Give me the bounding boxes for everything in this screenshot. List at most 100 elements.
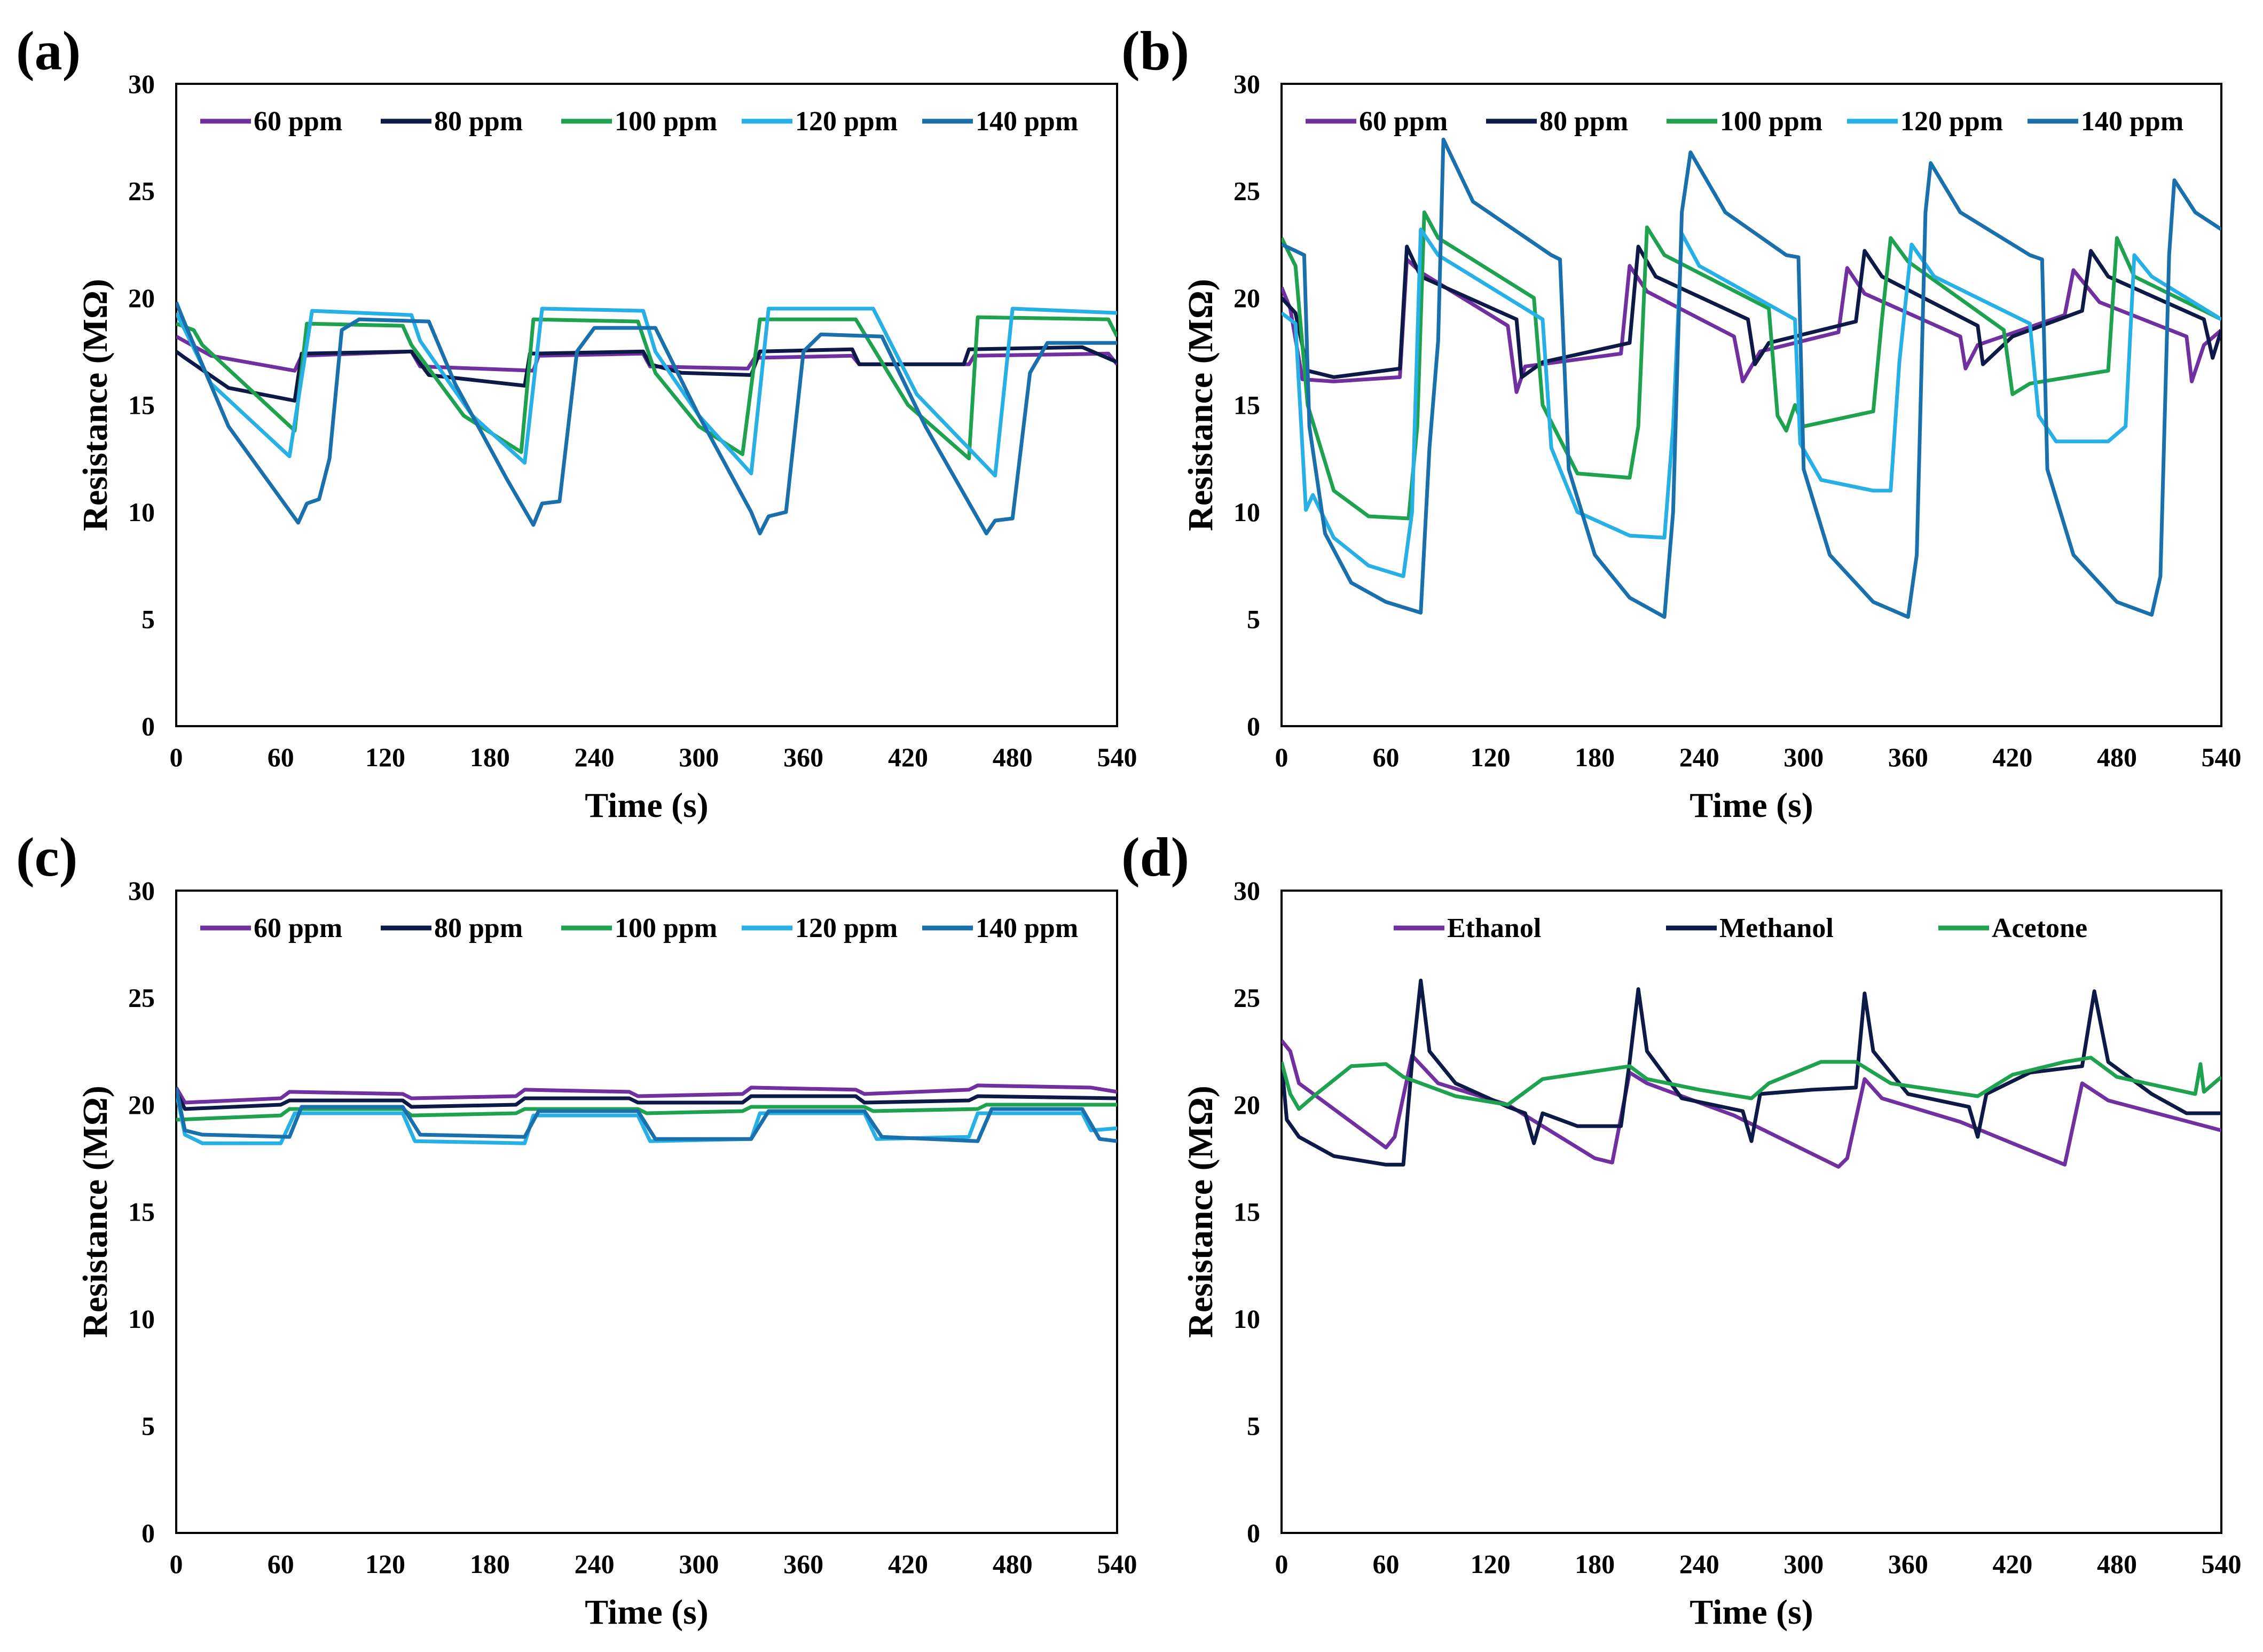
x-tick-label: 60: [1373, 1549, 1400, 1579]
x-tick-label: 120: [365, 1549, 405, 1579]
y-tick-label: 0: [142, 711, 155, 741]
legend-label: 140 ppm: [2081, 106, 2183, 137]
x-axis-label: Time (s): [1690, 1593, 1813, 1632]
y-tick-label: 20: [128, 1090, 155, 1120]
legend-item: 60 ppm: [1306, 106, 1448, 137]
legend-item: 100 ppm: [561, 106, 717, 137]
x-tick-label: 240: [575, 1549, 615, 1579]
y-tick-label: 5: [1247, 1411, 1260, 1441]
x-tick-label: 480: [2097, 742, 2137, 772]
y-tick-label: 25: [1233, 176, 1260, 206]
legend-item: 100 ppm: [1667, 106, 1822, 137]
legend-label: 120 ppm: [795, 106, 898, 137]
y-tick-label: 10: [1233, 1304, 1260, 1334]
series-line-60-ppm: [176, 1083, 1117, 1105]
x-tick-label: 0: [1275, 742, 1288, 772]
legend-label: 60 ppm: [254, 913, 342, 943]
x-tick-label: 300: [679, 742, 719, 772]
x-axis-label: Time (s): [1690, 786, 1813, 825]
y-tick-label: 0: [1247, 711, 1260, 741]
y-tick-label: 20: [1233, 283, 1260, 313]
legend-label: 140 ppm: [976, 106, 1078, 137]
y-tick-label: 10: [128, 1304, 155, 1334]
legend-label: Ethanol: [1447, 913, 1541, 943]
plot-area: [175, 890, 1118, 1534]
x-tick-label: 360: [1888, 1549, 1928, 1579]
x-tick-label: 0: [170, 742, 183, 772]
x-axis-label: Time (s): [585, 786, 709, 825]
legend-item: 100 ppm: [561, 913, 717, 943]
legend-item: 60 ppm: [200, 913, 342, 943]
series-line-140-ppm: [176, 301, 1117, 536]
x-tick-label: 540: [2202, 1549, 2242, 1579]
x-tick-label: 420: [888, 742, 928, 772]
legend-item: Acetone: [1938, 913, 2087, 943]
x-tick-label: 60: [268, 1549, 294, 1579]
legend-label: 120 ppm: [1900, 106, 2003, 137]
x-tick-label: 540: [1097, 742, 1137, 772]
legend-label: 60 ppm: [1359, 106, 1448, 137]
y-tick-label: 15: [1233, 390, 1260, 420]
x-tick-label: 480: [2097, 1549, 2137, 1579]
legend-item: 120 ppm: [742, 913, 898, 943]
legend-label: Acetone: [1992, 913, 2087, 943]
y-tick-label: 15: [128, 1197, 155, 1227]
x-tick-label: 360: [783, 1549, 823, 1579]
series-line-ethanol: [1282, 1039, 2221, 1169]
legend-item: 80 ppm: [381, 913, 523, 943]
y-tick-label: 30: [128, 69, 155, 99]
series-line-methanol: [1282, 978, 2221, 1167]
legend-item: 60 ppm: [200, 106, 342, 137]
plot-area: [175, 83, 1118, 727]
series-line-100-ppm: [1282, 210, 2221, 521]
legend-item: 140 ppm: [922, 106, 1078, 137]
legend-label: 80 ppm: [434, 913, 523, 943]
y-tick-label: 0: [142, 1518, 155, 1548]
legend-label: 100 ppm: [615, 913, 717, 943]
y-tick-label: 20: [1233, 1090, 1260, 1120]
y-tick-label: 15: [128, 390, 155, 420]
x-tick-label: 0: [1275, 1549, 1288, 1579]
y-axis-label: Resistance (MΩ): [1181, 279, 1220, 531]
series-line-140-ppm: [1282, 137, 2221, 619]
y-axis-label: Resistance (MΩ): [1181, 1085, 1220, 1338]
x-tick-label: 120: [1471, 1549, 1511, 1579]
y-tick-label: 25: [128, 176, 155, 206]
x-tick-label: 60: [1373, 742, 1400, 772]
x-tick-label: 540: [1097, 1549, 1137, 1579]
panel-label: (d): [1121, 827, 1189, 888]
y-axis-label: Resistance (MΩ): [76, 1085, 115, 1338]
x-tick-label: 420: [888, 1549, 928, 1579]
legend-label: 140 ppm: [976, 913, 1078, 943]
x-tick-label: 420: [1992, 742, 2032, 772]
x-tick-label: 300: [1783, 742, 1824, 772]
x-tick-label: 480: [993, 742, 1033, 772]
y-tick-label: 20: [128, 283, 155, 313]
panel-label: (b): [1121, 20, 1189, 82]
x-tick-label: 180: [1575, 1549, 1615, 1579]
series-line-80-ppm: [176, 345, 1117, 403]
legend-item: 80 ppm: [381, 106, 523, 137]
legend-item: 140 ppm: [922, 913, 1078, 943]
x-tick-label: 480: [993, 1549, 1033, 1579]
x-tick-label: 120: [1471, 742, 1511, 772]
legend-label: 80 ppm: [1539, 106, 1628, 137]
x-tick-label: 240: [1679, 1549, 1719, 1579]
legend-label: 100 ppm: [615, 106, 717, 137]
legend-label: Methanol: [1719, 913, 1834, 943]
y-tick-label: 25: [128, 983, 155, 1013]
x-axis-label: Time (s): [585, 1593, 709, 1632]
y-tick-label: 10: [1233, 497, 1260, 527]
x-tick-label: 0: [170, 1549, 183, 1579]
y-tick-label: 5: [142, 1411, 155, 1441]
x-tick-label: 420: [1992, 1549, 2032, 1579]
y-tick-label: 30: [128, 876, 155, 906]
plot-area: [1280, 83, 2222, 727]
x-tick-label: 300: [679, 1549, 719, 1579]
series-line-120-ppm: [176, 306, 1117, 478]
